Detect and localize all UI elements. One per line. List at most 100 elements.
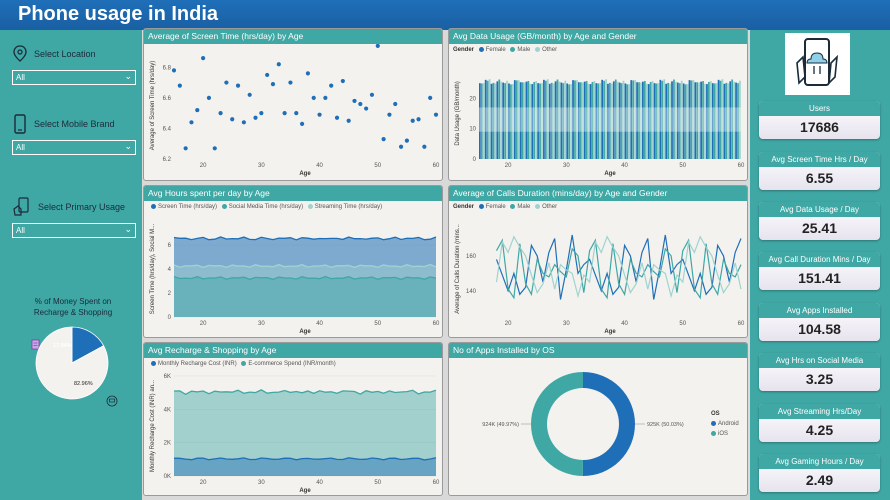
scatter-point [369,92,375,97]
legend-dot [510,204,516,209]
cart-icon [106,395,118,407]
bar [694,82,697,159]
x-axis-label: Age [299,488,311,494]
legend-dot [221,204,227,209]
x-tick-label: 30 [258,480,265,486]
y-tick-label: 6K [164,374,171,380]
x-tick-label: 60 [738,321,745,327]
scatter-point [364,106,369,111]
bar [490,83,493,159]
bar [585,81,588,159]
chevron-down-icon: ⌄ [124,141,132,151]
bar [711,83,714,159]
legend-other: Other [542,47,558,54]
y-tick-label: 6.8 [163,65,172,71]
bar-highlight-band [479,107,741,132]
bar [488,79,491,159]
bar [678,83,681,159]
bar [614,79,617,159]
scatter-point [206,95,212,100]
phone-cloud-icon [796,38,839,86]
bar [535,81,538,159]
bar [568,84,571,159]
recharge-area-chart: 0K 2K 4K 6K 20 30 40 50 60 Age Monthly Recharge Co… [150,374,440,494]
x-axis-label: Age [604,329,616,335]
phone-logo [785,33,850,95]
location-select[interactable]: All ⌄ [12,70,136,85]
kpi-label: Avg Streaming Hrs/Day [759,404,880,419]
bar [696,82,699,159]
bar [663,79,666,159]
bar [564,80,567,159]
y-tick-label: 0 [473,157,477,163]
data-usage-card: Avg Data Usage (GB/month) by Age and Gen… [448,28,748,181]
legend-dot [711,420,716,426]
data-usage-title: Avg Data Usage (GB/month) by Age and Gen… [449,29,747,44]
bar [543,79,545,159]
kpi-label: Avg Apps Installed [759,303,880,318]
bar [645,83,648,159]
bar [583,81,586,159]
scatter-point [329,83,334,88]
scatter-point [398,144,404,149]
x-tick-label: 60 [433,480,440,486]
kpi-value: 104.58 [798,321,841,337]
bar [587,83,590,159]
x-axis-label: Age [299,329,311,335]
bar [486,80,489,159]
bar [589,84,592,159]
scatter-point [393,101,398,107]
brand-select[interactable]: All ⌄ [12,140,136,155]
money-pie-chart: 17.04% 82.96% [31,326,118,407]
bar [601,79,604,159]
bar [609,82,611,159]
filter-sidebar [0,30,142,500]
series-line [495,234,742,300]
y-tick-label: 0 [168,315,172,321]
scatter-point [218,111,223,116]
donut-slice [582,372,635,476]
bar [612,81,615,159]
bar [595,83,598,159]
bar [723,83,726,159]
legend-other: Other [542,204,558,211]
legend-android: Android [718,421,739,427]
bar [649,81,652,159]
recharge-legend: Monthly Recharge Cost (INR) E-commerce S… [148,361,336,367]
bar [508,83,510,159]
hand-phone-icon [13,197,29,216]
bar [541,83,543,159]
screen-time-scatter: 6.2 6.4 6.6 6.8 20 30 40 50 60 Age Average of Scre… [150,43,440,177]
series-line [173,275,437,281]
bar [665,83,668,159]
y-tick-label: 6.2 [163,157,172,163]
x-tick-label: 50 [374,163,381,169]
x-tick-label: 50 [679,321,686,327]
bar [675,81,677,159]
scatter-point [212,146,217,151]
legend-dot [535,204,541,209]
bar [529,83,532,159]
usage-select-value: All [16,226,25,235]
series-line [173,236,437,241]
series-area [174,389,436,476]
bar [579,82,582,159]
bar [577,82,580,159]
bar [630,80,633,159]
brand-select-value: All [16,143,25,152]
apps-title: No of Apps Installed by OS [449,343,747,358]
scatter-point [340,78,345,84]
scatter-point [276,62,281,67]
bar [492,82,495,159]
y-tick-label: 6.4 [163,126,172,132]
usage-select[interactable]: All ⌄ [12,223,136,238]
bar [735,82,737,159]
kpi-label: Avg Screen Time Hrs / Day [759,152,880,167]
donut-label: 925K (50.03%) [647,422,684,428]
bar [643,81,646,159]
kpi-card: Avg Screen Time Hrs / Day 6.55 [759,152,880,190]
scatter-point [195,107,200,113]
bar [570,84,572,159]
bar [566,83,569,159]
chevron-down-icon: ⌄ [124,224,132,234]
